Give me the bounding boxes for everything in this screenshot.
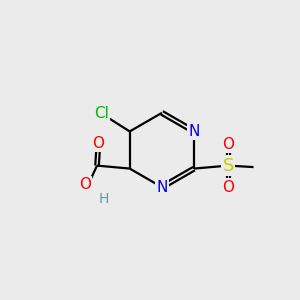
Text: O: O (92, 136, 104, 151)
Text: O: O (222, 137, 234, 152)
Text: S: S (223, 157, 234, 175)
Text: O: O (79, 177, 91, 192)
Text: N: N (156, 180, 168, 195)
Text: H: H (98, 192, 109, 206)
Text: O: O (222, 179, 234, 194)
Text: N: N (188, 124, 200, 139)
Text: Cl: Cl (94, 106, 109, 121)
